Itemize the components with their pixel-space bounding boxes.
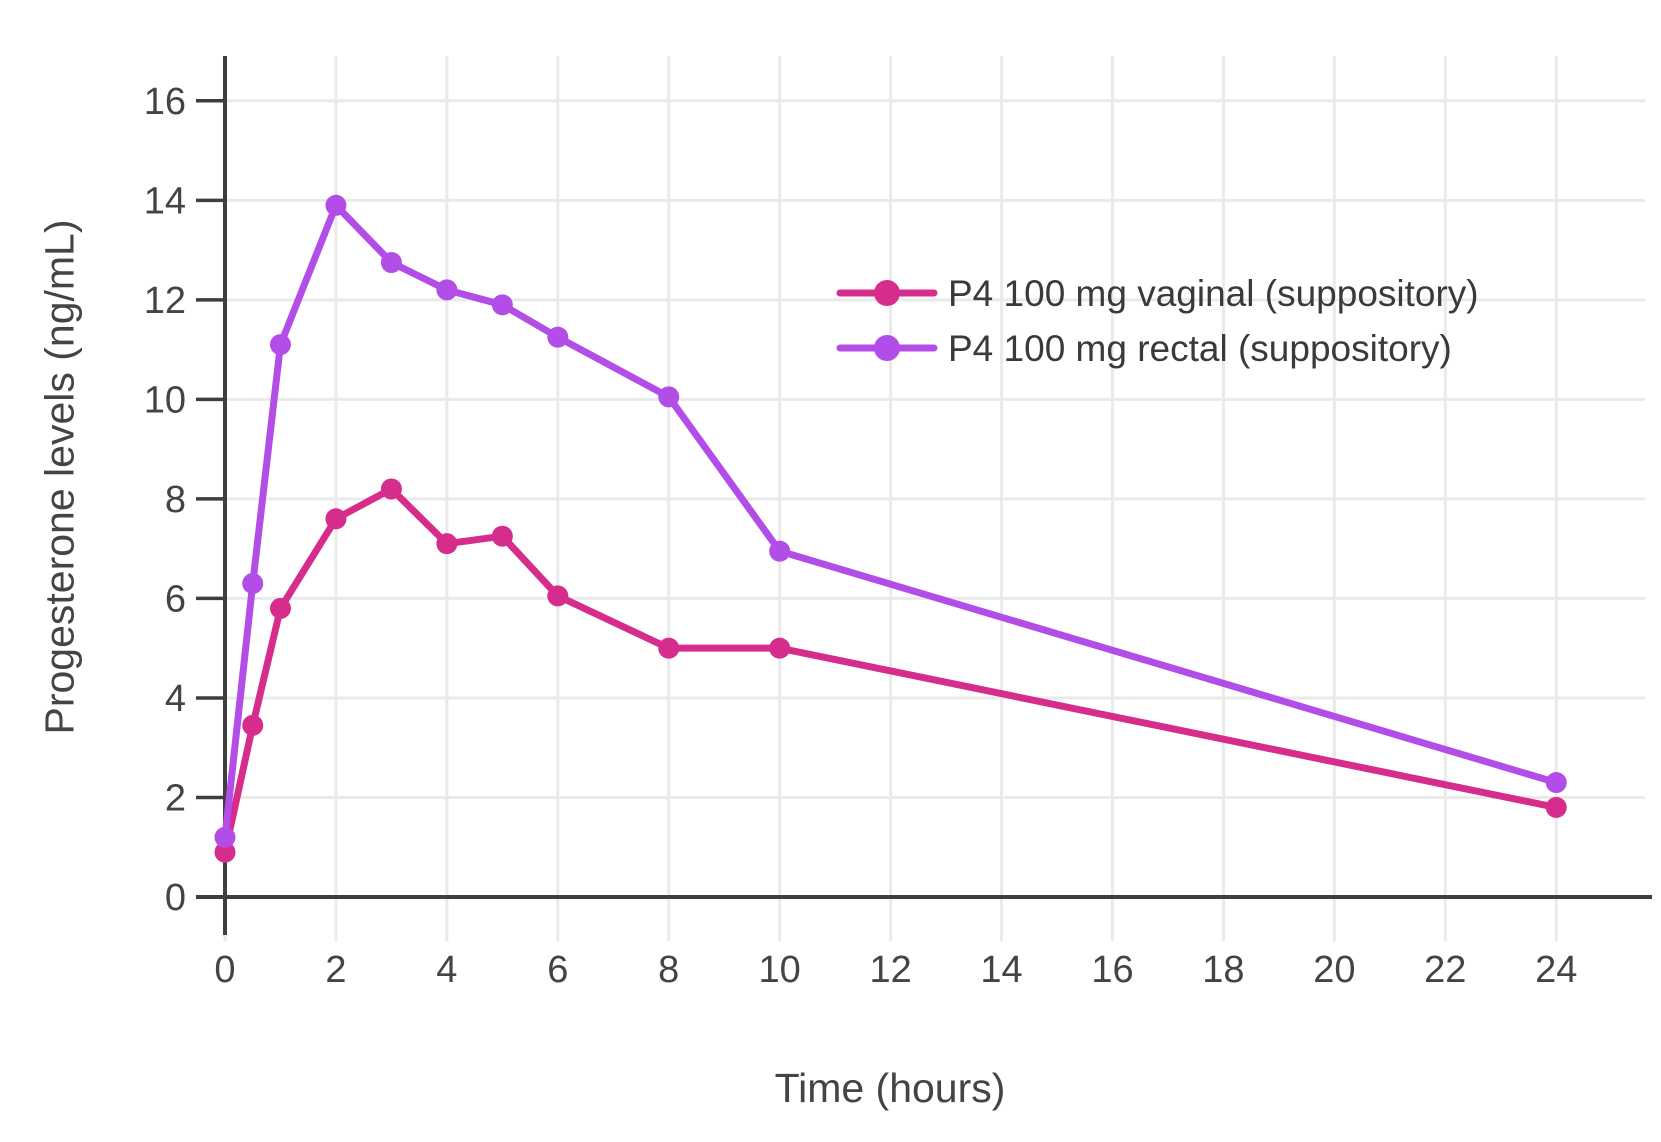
y-tick-label: 12 — [144, 280, 186, 322]
data-point — [547, 326, 569, 348]
x-tick-label: 24 — [1535, 949, 1577, 991]
data-point — [325, 508, 347, 530]
x-tick-label: 14 — [980, 949, 1022, 991]
x-tick-label: 12 — [869, 949, 911, 991]
x-tick-label: 10 — [759, 949, 801, 991]
axis-layer — [196, 56, 1652, 935]
x-tick-label: 2 — [325, 949, 346, 991]
y-tick-label: 6 — [165, 578, 186, 620]
series-rectal — [214, 194, 1567, 848]
data-point — [769, 637, 791, 659]
legend-marker-dot — [874, 280, 900, 306]
series-layer — [214, 194, 1567, 863]
legend-label: P4 100 mg vaginal (suppository) — [948, 273, 1479, 314]
data-point — [242, 714, 264, 736]
x-tick-label: 8 — [658, 949, 679, 991]
data-point — [242, 572, 264, 594]
x-tick-label: 4 — [436, 949, 457, 991]
x-tick-label: 6 — [547, 949, 568, 991]
legend: P4 100 mg vaginal (suppository) P4 100 mg… — [836, 273, 1479, 369]
data-point — [491, 525, 513, 547]
data-point — [436, 279, 458, 301]
data-point — [658, 386, 680, 408]
x-tick-label: 0 — [214, 949, 235, 991]
y-axis-title: Progesterone levels (ng/mL) — [36, 219, 82, 734]
x-tick-label: 18 — [1202, 949, 1244, 991]
data-point — [436, 533, 458, 555]
data-point — [214, 826, 236, 848]
y-tick-label: 2 — [165, 777, 186, 819]
y-tick-label: 14 — [144, 180, 186, 222]
data-point — [380, 252, 402, 274]
data-point — [214, 841, 236, 863]
legend-marker-dot — [874, 335, 900, 361]
data-point — [547, 585, 569, 607]
y-tick-label: 10 — [144, 379, 186, 421]
series-vaginal — [214, 478, 1567, 863]
data-point — [769, 540, 791, 562]
y-tick-label: 4 — [165, 678, 186, 720]
y-tick-label: 8 — [165, 479, 186, 521]
data-point — [269, 334, 291, 356]
y-tick-label: 16 — [144, 81, 186, 123]
data-point — [1545, 772, 1567, 794]
data-point — [269, 597, 291, 619]
legend-item[interactable]: P4 100 mg rectal (suppository) — [836, 328, 1452, 369]
legend-label: P4 100 mg rectal (suppository) — [948, 328, 1452, 369]
data-point — [1545, 796, 1567, 818]
x-axis-title: Time (hours) — [775, 1065, 1006, 1111]
x-tick-label: 16 — [1091, 949, 1133, 991]
data-point — [658, 637, 680, 659]
legend-item[interactable]: P4 100 mg vaginal (suppository) — [836, 273, 1479, 314]
data-point — [380, 478, 402, 500]
data-point — [325, 194, 347, 216]
grid-layer — [223, 56, 1645, 941]
x-tick-label: 20 — [1313, 949, 1355, 991]
data-point — [491, 294, 513, 316]
y-tick-label: 0 — [165, 877, 186, 919]
x-tick-label: 22 — [1424, 949, 1466, 991]
